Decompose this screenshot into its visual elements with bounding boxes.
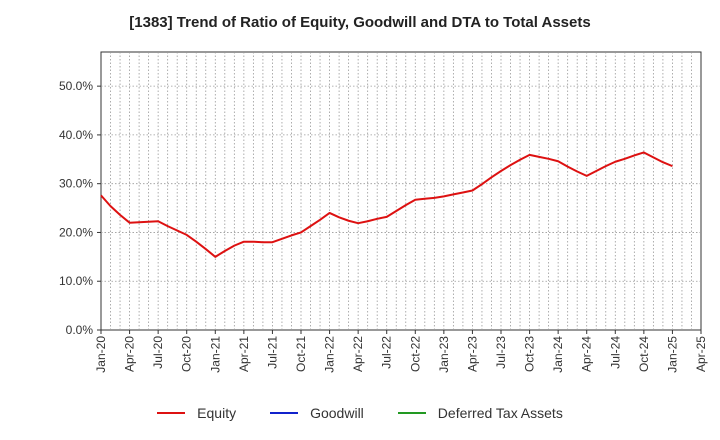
x-axis: Jan-20 Apr-20 Jul-20 Oct-20 Jan-21 Apr-21 Jul-… (94, 330, 708, 373)
legend-swatch-equity (157, 412, 186, 414)
y-tick-label: 10.0% (59, 274, 93, 288)
y-tick-label: 20.0% (59, 225, 93, 239)
y-tick-label: 40.0% (59, 128, 93, 142)
x-tick-label: Jan-21 (208, 336, 222, 373)
x-tick-label: Apr-23 (465, 336, 479, 372)
series-layer (100, 151, 673, 258)
x-tick-label: Apr-25 (694, 336, 708, 372)
x-tick-label: Oct-20 (180, 336, 194, 372)
x-tick-label: Jul-23 (494, 336, 508, 369)
legend-swatch-deferred-tax-assets (397, 412, 426, 414)
x-tick-label: Jan-23 (437, 336, 451, 373)
chart-title: [1383] Trend of Ratio of Equity, Goodwil… (129, 14, 591, 31)
legend-label-equity: Equity (197, 405, 237, 421)
legend-item-goodwill: Goodwill (270, 405, 364, 421)
x-tick-label: Apr-20 (123, 336, 137, 372)
x-tick-label: Jan-25 (665, 336, 679, 373)
x-tick-label: Jul-22 (380, 336, 394, 369)
x-tick-label: Oct-21 (294, 336, 308, 372)
legend-item-deferred-tax-assets: Deferred Tax Assets (397, 405, 563, 421)
legend-label-goodwill: Goodwill (310, 405, 364, 421)
x-tick-label: Jul-21 (265, 336, 279, 369)
x-tick-label: Apr-24 (580, 336, 594, 372)
plot-background (100, 51, 702, 331)
y-tick-label: 50.0% (59, 79, 93, 93)
x-tick-label: Oct-23 (523, 336, 537, 372)
x-tick-label: Jul-24 (608, 336, 622, 369)
x-tick-label: Apr-21 (237, 336, 251, 372)
x-tick-label: Jan-20 (94, 336, 108, 373)
y-axis: 0.0% 10.0% 20.0% 30.0% 40.0% 50.0% (59, 79, 101, 337)
series-line-equity (100, 151, 673, 258)
legend-swatch-goodwill (270, 412, 299, 414)
legend: Equity Goodwill Deferred Tax Assets (0, 405, 720, 421)
x-tick-label: Apr-22 (351, 336, 365, 372)
grid-layer (101, 52, 701, 330)
legend-item-equity: Equity (157, 405, 236, 421)
x-tick-label: Jan-22 (323, 336, 337, 373)
x-tick-label: Jan-24 (551, 336, 565, 373)
x-tick-label: Oct-22 (408, 336, 422, 372)
y-tick-label: 0.0% (66, 323, 94, 337)
y-tick-label: 30.0% (59, 177, 93, 191)
x-tick-label: Oct-24 (637, 336, 651, 372)
legend-label-deferred-tax-assets: Deferred Tax Assets (437, 405, 563, 421)
x-tick-label: Jul-20 (151, 336, 165, 369)
